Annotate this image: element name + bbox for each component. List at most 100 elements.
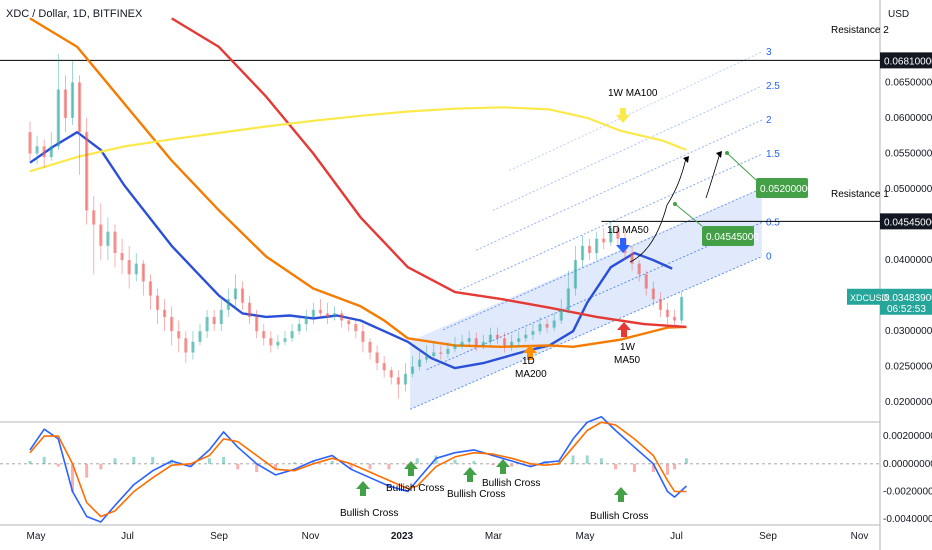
candle-body-33 bbox=[262, 331, 266, 339]
arrow-bullish-cross-5 bbox=[614, 487, 628, 502]
macd-hist-24 bbox=[434, 455, 438, 464]
candles bbox=[28, 53, 684, 399]
macd-hist-37 bbox=[651, 463, 655, 473]
candle-body-29 bbox=[233, 288, 238, 300]
candle-body-0 bbox=[28, 132, 32, 154]
candle-body-12 bbox=[113, 231, 117, 253]
candle-body-19 bbox=[162, 309, 167, 317]
candle-body-79 bbox=[587, 245, 592, 253]
candle-body-46 bbox=[354, 324, 358, 332]
d-ma200-label-a: 1D bbox=[522, 356, 535, 367]
macd-hist-21 bbox=[387, 463, 391, 470]
candle-body-28 bbox=[226, 299, 230, 310]
w-ma50-label-a: 1W bbox=[620, 342, 636, 353]
macd-hist-39 bbox=[673, 463, 677, 470]
macd-hist-14 bbox=[255, 463, 259, 473]
candle-body-85 bbox=[630, 252, 634, 264]
candle-body-43 bbox=[332, 313, 337, 317]
candle-body-80 bbox=[595, 238, 599, 253]
w-ma50-label-b: MA50 bbox=[614, 355, 641, 366]
candle-body-9 bbox=[92, 210, 96, 225]
macd-hist-36 bbox=[632, 463, 636, 473]
candle-body-25 bbox=[205, 316, 209, 332]
candle-body-76 bbox=[566, 288, 570, 310]
macd-hist-19 bbox=[349, 463, 353, 470]
symbol-label-text: XDCUSD bbox=[850, 293, 889, 303]
candle-body-54 bbox=[410, 366, 415, 374]
candle-body-58 bbox=[439, 352, 443, 354]
candle-body-11 bbox=[106, 231, 110, 246]
candle-body-16 bbox=[141, 263, 145, 282]
fib-label-0: 0 bbox=[766, 252, 772, 263]
fib-line-3 bbox=[509, 51, 763, 171]
arrow-w-ma100 bbox=[616, 108, 630, 123]
candle-body-24 bbox=[198, 331, 202, 342]
candle-body-45 bbox=[347, 320, 351, 325]
box-low-connector bbox=[674, 203, 703, 227]
series-1w-ma50 bbox=[171, 17, 687, 329]
macd-hist-11 bbox=[207, 458, 211, 464]
price-label-bg-1 bbox=[880, 213, 932, 230]
resistance2-label: Resistance 2 bbox=[831, 25, 889, 36]
fib-label-0.5: 0.5 bbox=[766, 217, 780, 228]
time-tick-2: Sep bbox=[210, 531, 228, 542]
fib-fill bbox=[410, 188, 762, 410]
candle-body-18 bbox=[155, 295, 160, 310]
candle-body-90 bbox=[665, 309, 670, 317]
time-axis[interactable]: May Jul Sep Nov 2023 Mar May Jul Sep Nov bbox=[27, 531, 869, 542]
candle-body-88 bbox=[651, 288, 655, 300]
fib-label-2.5: 2.5 bbox=[766, 81, 780, 92]
macd-hist-7 bbox=[132, 456, 136, 464]
d-ma200-label-b: MA200 bbox=[515, 369, 547, 380]
target-box-high-text: 0.05200000 bbox=[760, 184, 813, 195]
candle-body-6 bbox=[70, 82, 75, 118]
macd-hist-26 bbox=[472, 461, 476, 464]
candle-body-15 bbox=[134, 263, 138, 275]
macd-hist-18 bbox=[330, 461, 334, 464]
candle-body-32 bbox=[255, 316, 259, 332]
macd-panel bbox=[28, 415, 688, 523]
macd-hist-8 bbox=[151, 456, 155, 464]
series-1w-ma100 bbox=[29, 106, 687, 173]
w-ma100-label: 1W MA100 bbox=[608, 88, 658, 99]
price-label-text-1: 0.04545000 bbox=[884, 217, 932, 228]
price-label-bg-2 bbox=[880, 288, 932, 315]
resistance1-label: Resistance 1 bbox=[831, 189, 889, 200]
macd-line bbox=[29, 415, 687, 523]
candle-body-70 bbox=[524, 334, 528, 339]
candle-body-52 bbox=[396, 377, 400, 385]
arrow-bullish-cross-1 bbox=[356, 481, 370, 496]
macd-hist-20 bbox=[368, 463, 372, 470]
candle-body-87 bbox=[644, 274, 648, 289]
macd-hist-13 bbox=[236, 463, 240, 470]
chart-title: XDC / Dollar, 1D, BITFINEX bbox=[6, 8, 143, 20]
candle-body-77 bbox=[573, 260, 578, 289]
fib-line-2.5 bbox=[492, 85, 763, 211]
candle-body-81 bbox=[602, 238, 606, 243]
candle-body-2 bbox=[42, 146, 46, 158]
price-label-time: 06:52:53 bbox=[887, 304, 926, 315]
candle-body-7 bbox=[77, 82, 82, 133]
macd-hist-25 bbox=[453, 459, 457, 464]
d-ma50-label: 1D MA50 bbox=[607, 225, 649, 236]
fib-label-2: 2 bbox=[766, 115, 772, 126]
candle-body-83 bbox=[616, 228, 620, 239]
candle-body-3 bbox=[49, 146, 53, 158]
macd-hist-15 bbox=[274, 463, 278, 470]
box-high-connector bbox=[726, 152, 757, 181]
macd-hist-5 bbox=[99, 463, 103, 470]
macd-hist-6 bbox=[113, 458, 117, 464]
candle-body-69 bbox=[517, 338, 521, 342]
target-box-high: 0.05200000 bbox=[756, 178, 813, 198]
fib-label-3: 3 bbox=[766, 47, 772, 58]
candle-body-10 bbox=[99, 224, 103, 246]
box-high-dot bbox=[725, 151, 729, 155]
